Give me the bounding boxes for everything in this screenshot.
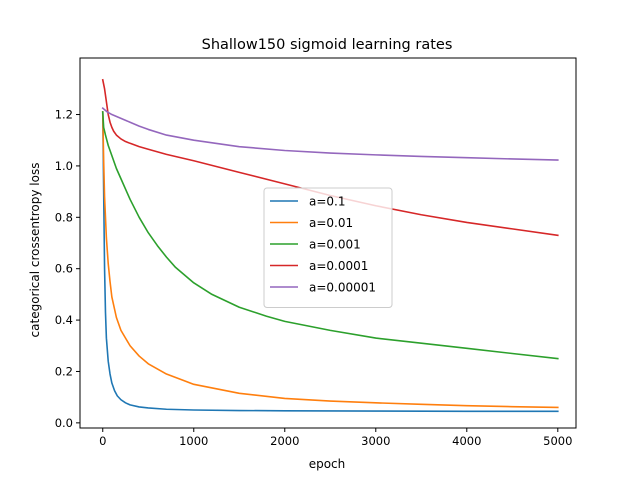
legend-box bbox=[263, 187, 393, 308]
x-tick-label: 5000 bbox=[543, 434, 572, 448]
series-line-1 bbox=[101, 111, 559, 409]
y-tick-label: 0.8 bbox=[55, 210, 73, 224]
series-line-0 bbox=[101, 111, 559, 413]
ticks-layer: 0 1000 2000 3000 4000 5000 0.0 0.2 0.4 0.6 0.8 1.0 1… bbox=[55, 108, 573, 448]
y-tick-label: 0.0 bbox=[55, 416, 73, 430]
y-axis-label: categorical crossentropy loss bbox=[28, 163, 42, 338]
series-line-4 bbox=[101, 106, 559, 161]
chart-title: Shallow150 sigmoid learning rates bbox=[202, 37, 453, 53]
y-tick-label: 1.0 bbox=[55, 159, 73, 173]
x-axis-label: epoch bbox=[309, 457, 346, 471]
x-tick-label: 0 bbox=[99, 434, 106, 448]
legend-label-1: a=0.01 bbox=[309, 216, 353, 230]
legend: a=0.1 a=0.01 a=0.001 a=0.0001 a=0.00001 bbox=[263, 187, 393, 308]
x-tick-label: 1000 bbox=[179, 434, 208, 448]
legend-label-2: a=0.001 bbox=[309, 238, 361, 252]
y-tick-label: 1.2 bbox=[55, 108, 73, 122]
x-tick-label: 2000 bbox=[270, 434, 299, 448]
plot-frame bbox=[79, 57, 577, 429]
legend-label-0: a=0.1 bbox=[309, 195, 346, 209]
x-tick-label: 4000 bbox=[452, 434, 481, 448]
x-tick-label: 3000 bbox=[361, 434, 390, 448]
series-line-2 bbox=[101, 111, 559, 360]
y-tick-label: 0.6 bbox=[55, 262, 73, 276]
y-tick-label: 0.4 bbox=[55, 313, 73, 327]
legend-label-3: a=0.0001 bbox=[309, 259, 368, 273]
y-tick-label: 0.2 bbox=[55, 364, 73, 378]
legend-label-4: a=0.00001 bbox=[309, 281, 376, 295]
series-layer bbox=[101, 78, 559, 413]
